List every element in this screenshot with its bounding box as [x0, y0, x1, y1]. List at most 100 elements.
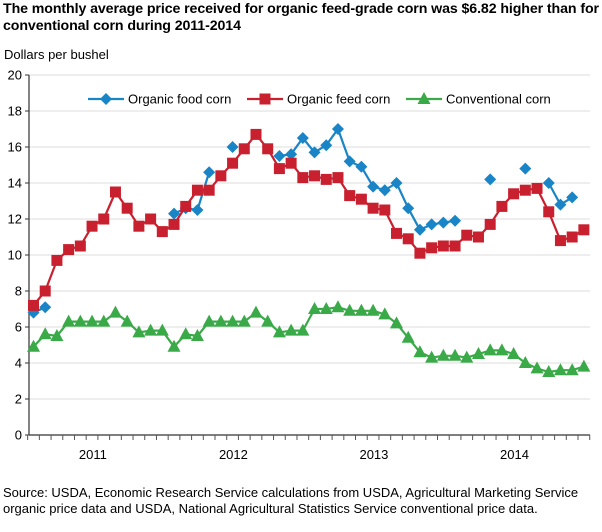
- data-point: [437, 216, 450, 229]
- y-tick-label: 8: [15, 284, 22, 299]
- y-tick-label: 18: [8, 104, 22, 119]
- data-point: [261, 314, 275, 327]
- data-point: [449, 214, 462, 227]
- data-point: [203, 184, 215, 196]
- data-point: [390, 316, 404, 329]
- y-tick-label: 10: [8, 248, 22, 263]
- data-point: [484, 218, 496, 230]
- data-point: [214, 314, 228, 327]
- data-point: [425, 218, 438, 231]
- data-point: [190, 329, 204, 341]
- data-point: [39, 285, 51, 297]
- data-point: [202, 314, 216, 327]
- y-tick-label: 12: [8, 212, 22, 227]
- data-point: [262, 143, 274, 155]
- series-organic-food-corn: [27, 123, 579, 319]
- data-point: [461, 229, 473, 241]
- legend-marker: [100, 93, 112, 105]
- data-point: [156, 226, 168, 238]
- legend-item: Organic feed corn: [247, 92, 390, 107]
- data-point: [179, 327, 193, 340]
- data-point: [155, 323, 169, 336]
- y-tick-label: 14: [8, 176, 22, 191]
- data-point: [437, 240, 449, 252]
- data-point: [296, 323, 310, 336]
- data-point: [554, 235, 566, 247]
- data-point: [484, 173, 497, 186]
- data-point: [74, 240, 86, 252]
- data-point: [226, 314, 240, 327]
- data-point: [566, 231, 578, 243]
- data-point: [308, 302, 322, 314]
- series-group: [27, 123, 591, 377]
- legend: Organic food corn Organic feed corn Conven…: [88, 92, 551, 107]
- data-point: [413, 223, 426, 236]
- data-point: [296, 132, 309, 144]
- legend-label: Organic feed corn: [287, 92, 390, 107]
- y-axis-label: Dollars per bushel: [4, 47, 109, 62]
- series-line: [32, 133, 585, 307]
- data-point: [378, 307, 392, 320]
- legend-marker: [259, 93, 271, 105]
- data-point: [531, 182, 543, 194]
- data-point: [39, 301, 52, 314]
- data-point: [284, 323, 298, 336]
- data-point: [331, 123, 344, 135]
- data-point: [483, 343, 497, 356]
- data-point: [530, 361, 544, 374]
- data-point: [390, 177, 403, 189]
- data-point: [227, 157, 239, 169]
- data-point: [250, 128, 262, 140]
- x-tick-label: 2014: [500, 447, 529, 462]
- data-point: [63, 244, 75, 256]
- data-point: [308, 146, 321, 159]
- data-point: [272, 325, 286, 338]
- data-point: [238, 143, 250, 155]
- data-point: [495, 343, 509, 356]
- y-tick-label: 2: [15, 392, 22, 407]
- data-point: [378, 184, 391, 197]
- legend-item: Conventional corn: [406, 92, 551, 107]
- data-point: [108, 305, 122, 318]
- data-point: [331, 300, 345, 313]
- data-point: [38, 327, 52, 340]
- data-point: [285, 148, 298, 161]
- data-point: [191, 204, 204, 216]
- data-point: [344, 190, 356, 202]
- data-point: [471, 347, 485, 359]
- legend-marker: [417, 92, 431, 104]
- data-point: [496, 200, 508, 212]
- source-note: Source: USDA, Economic Research Service …: [3, 485, 579, 516]
- data-point: [319, 302, 333, 314]
- data-point: [448, 348, 462, 361]
- data-point: [355, 160, 368, 173]
- data-point: [367, 180, 380, 193]
- data-point: [85, 314, 99, 327]
- data-point: [343, 303, 357, 316]
- data-point: [86, 220, 98, 232]
- y-tick-label: 16: [8, 140, 22, 155]
- data-point: [414, 247, 426, 259]
- data-point: [120, 314, 134, 327]
- data-point: [121, 202, 133, 214]
- data-point: [51, 254, 63, 266]
- data-point: [309, 170, 321, 182]
- data-point: [508, 188, 520, 200]
- data-point: [402, 202, 415, 215]
- legend-item: Organic food corn: [88, 92, 231, 107]
- data-point: [73, 314, 87, 327]
- x-tick-label: 2012: [219, 447, 248, 462]
- data-point: [426, 242, 438, 254]
- data-point: [507, 347, 521, 359]
- data-point: [367, 202, 379, 214]
- data-point: [145, 213, 157, 225]
- data-point: [542, 365, 556, 377]
- data-point: [109, 186, 121, 198]
- data-point: [168, 207, 181, 220]
- data-point: [226, 141, 239, 153]
- data-point: [578, 224, 590, 236]
- data-point: [167, 339, 181, 352]
- data-point: [320, 139, 333, 152]
- data-point: [27, 339, 40, 352]
